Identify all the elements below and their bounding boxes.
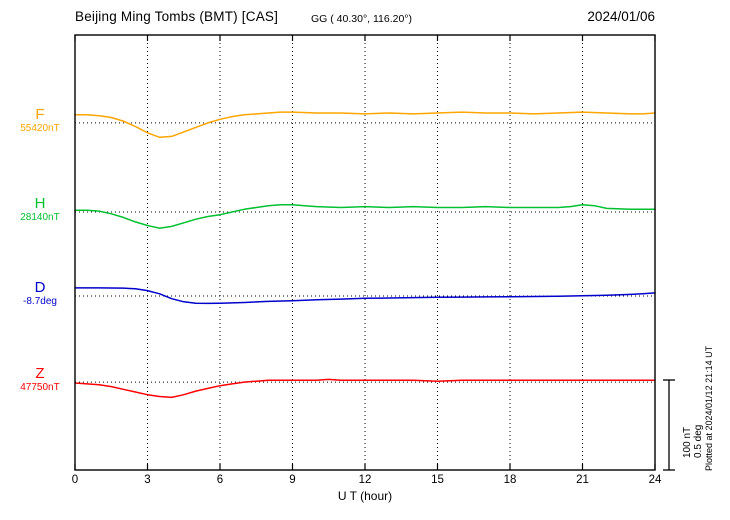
plot-date: 2024/01/06 [587,9,655,24]
x-tick-label: 9 [289,474,296,486]
component-label-d: D -8.7deg [8,279,72,308]
component-baseline-z: 47750nT [20,382,60,394]
component-letter-d: D [34,279,46,296]
component-label-z: Z 47750nT [8,365,72,394]
component-letter-z: Z [35,365,45,383]
geographic-coordinates: GG ( 40.30°, 116.20°) [311,13,413,25]
component-letter-f: F [35,105,45,123]
x-tick-label: 6 [216,474,224,486]
x-tick-label: 3 [144,474,151,486]
x-tick-label: 18 [503,474,517,486]
component-baseline-h: 28140nT [20,212,60,224]
x-tick-label: 12 [358,474,372,486]
component-label-h: H 28140nT [8,195,72,224]
scale-bar-nt-label: 100 nT [682,426,693,458]
plotted-at-stamp: Plotted at 2024/01/12 21:14 UT [704,345,714,471]
scale-bar-labels: 100 nT 0.5 deg [682,425,704,458]
x-tick-label: 0 [71,474,79,486]
component-baseline-f: 55420nT [20,122,60,134]
x-tick-label: 21 [576,474,589,486]
x-tick-label: 15 [431,474,444,486]
x-tick-label: 24 [648,474,662,486]
station-title: Beijing Ming Tombs (BMT) [CAS] [75,9,279,24]
component-baseline-d: -8.7deg [23,296,57,307]
scale-bar-deg-label: 0.5 deg [693,424,704,458]
x-axis-label: U T (hour) [337,489,393,503]
component-label-f: F 55420nT [8,106,72,135]
component-letter-h: H [34,195,46,213]
